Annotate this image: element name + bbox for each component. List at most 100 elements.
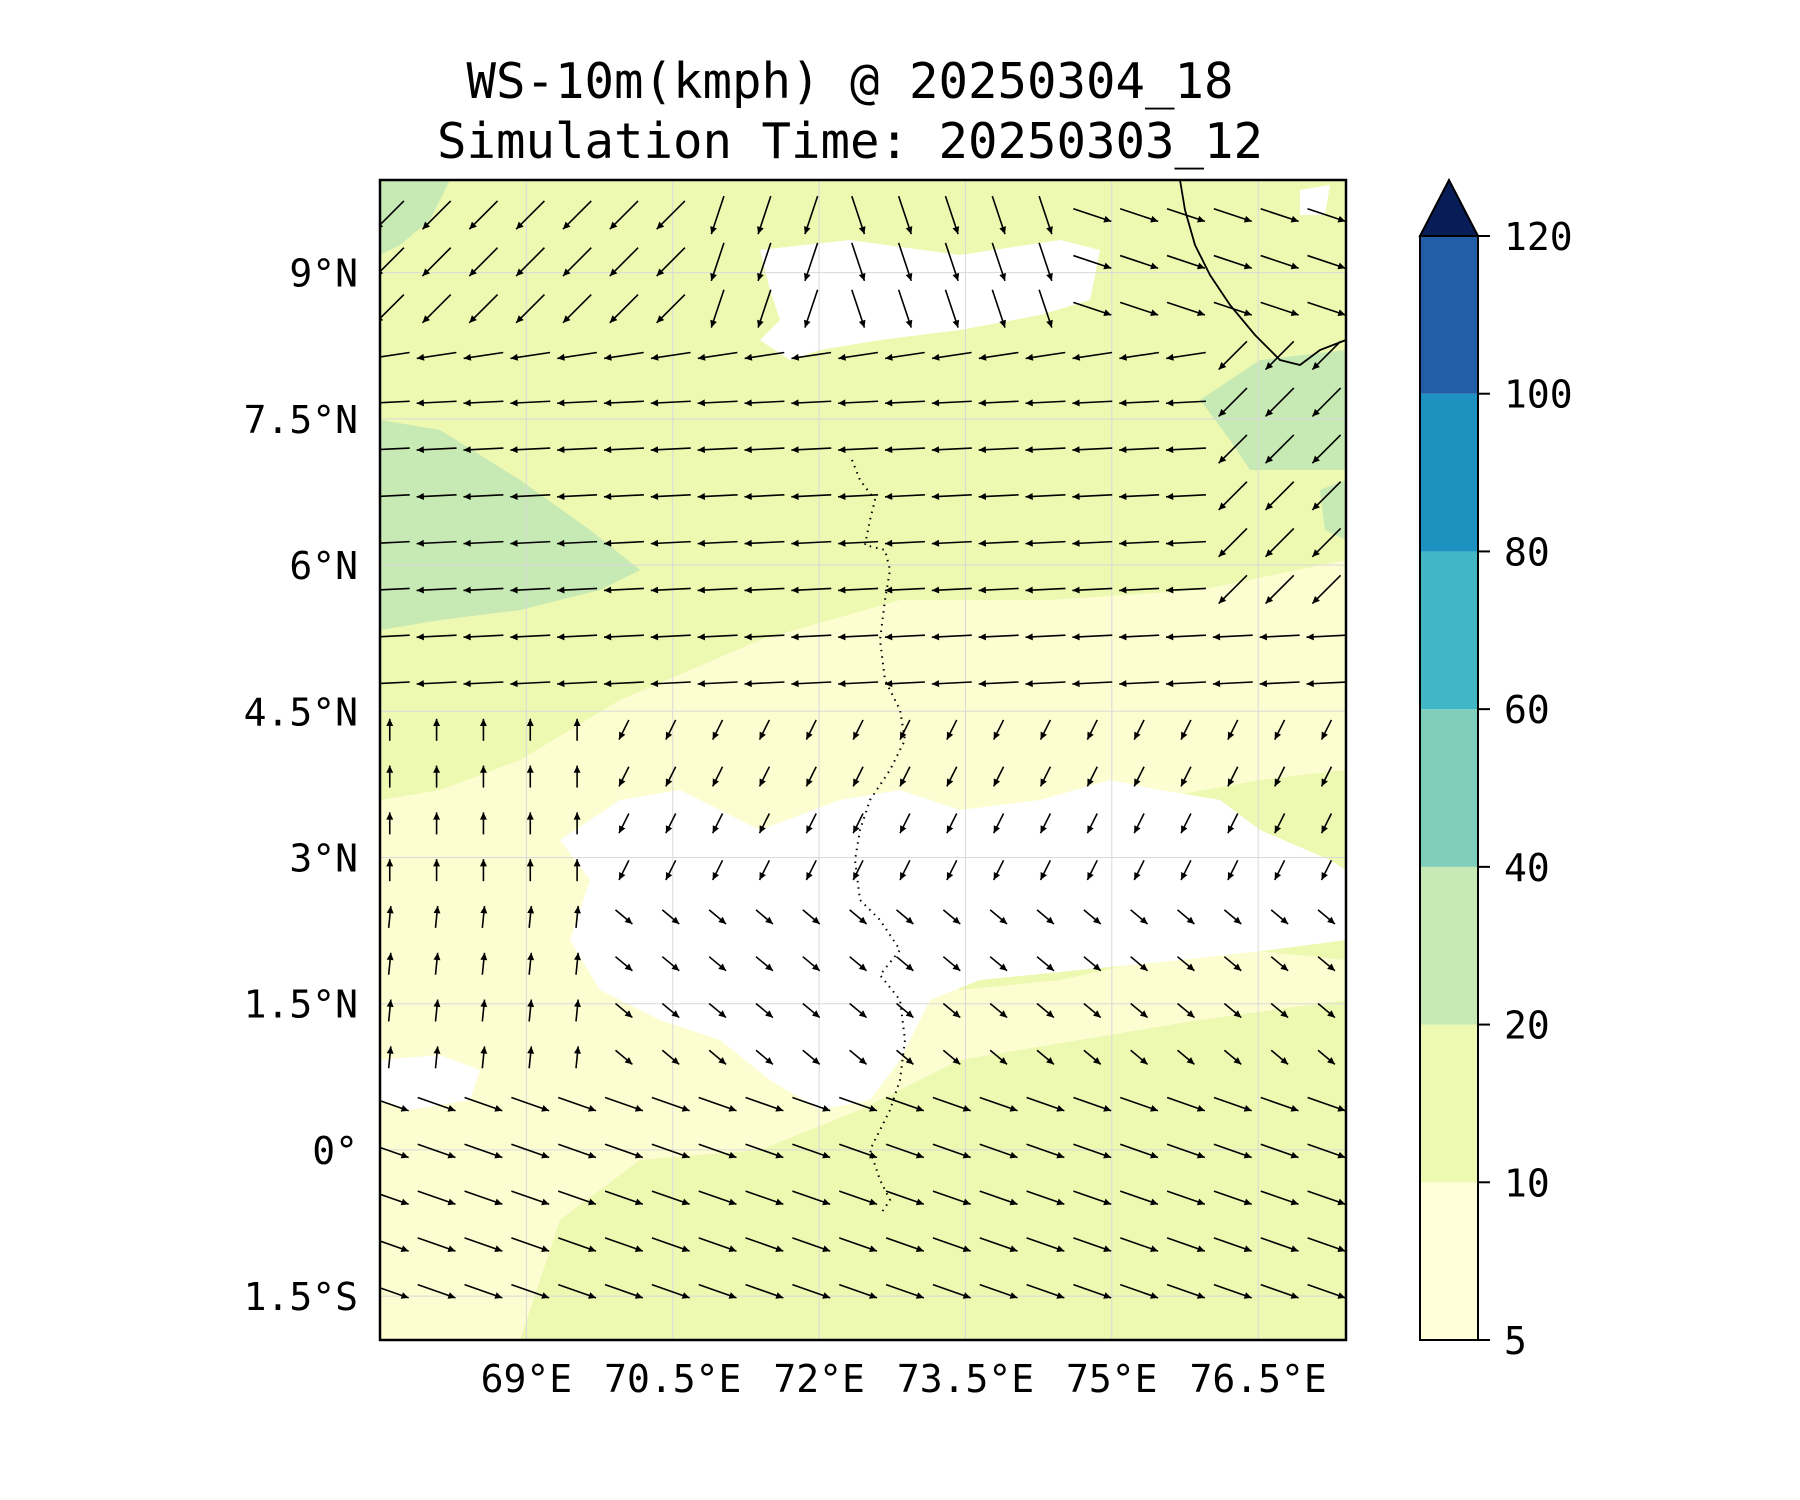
wind-arrow [885,1096,925,1112]
wind-arrow [614,956,633,972]
wind-arrow [609,293,639,324]
wind-arrow [1274,766,1286,787]
wind-arrow [468,293,499,324]
calm-zone-west [380,1055,480,1110]
calm-zone-central [560,780,1346,1110]
wind-arrow [899,719,911,740]
wind-arrow [1166,254,1206,270]
y-tick-label: 1.5°N [244,983,358,1027]
wind-arrow [380,634,410,638]
wind-arrow [562,200,592,230]
colorbar-label: 10 [1504,1161,1550,1205]
wind-arrow [510,680,551,688]
colorbar-label: 100 [1504,373,1573,417]
wind-arrow [1311,434,1342,464]
wind-arrow [511,1237,550,1252]
wind-arrow [1218,481,1248,511]
wind-arrow [1227,766,1239,787]
wind-arrow [849,1049,868,1065]
wind-arrow [1317,956,1336,972]
y-tick-label: 3°N [289,836,358,880]
wind-arrow [849,1002,868,1019]
wind-arrow [618,813,630,834]
wind-arrow [1223,909,1242,925]
wind-vectors [380,195,1346,1299]
wind-arrow [603,680,644,688]
wind-arrow [884,633,925,641]
wind-arrow [618,859,630,881]
wind-arrow [1320,719,1333,740]
contour-20-40-nw [380,180,450,255]
wind-arrow [992,813,1005,834]
wind-arrow [1025,586,1066,594]
wind-arrow [851,195,866,235]
wind-arrow [989,1002,1008,1019]
wind-arrow [884,492,925,500]
wind-arrow [1072,633,1113,641]
wind-arrow [1165,446,1206,454]
wind-arrow [791,399,832,407]
wind-arrow [463,539,504,547]
wind-arrow [895,1049,914,1065]
wind-arrow [1311,574,1342,605]
wind-arrow [791,539,832,547]
y-tick-label: 9°N [289,252,358,296]
wind-arrow [978,446,1019,454]
wind-arrow [661,909,680,925]
wind-arrow [978,586,1019,594]
wind-arrow [557,586,598,594]
wind-arrow [1073,1283,1112,1299]
colorbar-extend-arrow [1418,177,1480,237]
wind-arrow [1218,340,1248,371]
wind-arrow [1165,680,1206,688]
wind-arrow [1039,813,1052,834]
wind-arrow [745,1190,784,1206]
wind-arrow [885,1283,925,1299]
wind-arrow [931,586,972,594]
wind-arrow [614,1002,633,1019]
wind-arrow [697,446,738,454]
wind-arrow [574,999,581,1022]
wind-arrow [1072,446,1113,454]
wind-arrow [1212,633,1253,641]
wind-arrow [745,1237,784,1252]
wind-arrow [1307,254,1346,270]
wind-arrow [979,1237,1018,1252]
wind-arrow [978,633,1019,641]
wind-arrow [421,247,452,277]
wind-arrow [992,766,1005,787]
wind-arrow [838,399,879,407]
wind-arrow [573,765,581,788]
wind-arrow [417,1283,456,1299]
wind-arrow [1218,387,1248,417]
wind-arrow [433,999,441,1022]
wind-arrow [665,813,677,834]
wind-arrow [1311,387,1342,417]
wind-arrow [557,680,598,688]
wind-arrow [744,492,785,500]
wind-arrow [380,494,410,498]
wind-arrow [1213,1237,1252,1252]
wind-arrow [1260,1237,1299,1252]
wind-arrow [511,1143,550,1159]
wind-arrow [1073,1237,1112,1252]
wind-arrow [650,399,691,407]
wind-arrow [604,1237,644,1252]
wind-arrow [1307,1096,1346,1112]
wind-arrow [791,351,832,361]
wind-arrow [852,719,864,740]
wind-arrow [609,247,639,277]
wind-arrow [1119,446,1160,454]
wind-arrow [1274,859,1286,881]
wind-arrow [884,680,925,688]
wind-arrow [386,718,394,741]
wind-arrow [1213,1283,1252,1299]
wind-arrow [1260,254,1299,270]
x-tick-label: 76.5°E [1190,1357,1327,1401]
wind-arrow [386,765,394,788]
wind-arrow [931,399,972,407]
wind-arrow [1213,254,1253,270]
wind-arrow [380,1240,409,1252]
wind-arrow [380,447,410,451]
wind-arrow [1165,586,1206,594]
